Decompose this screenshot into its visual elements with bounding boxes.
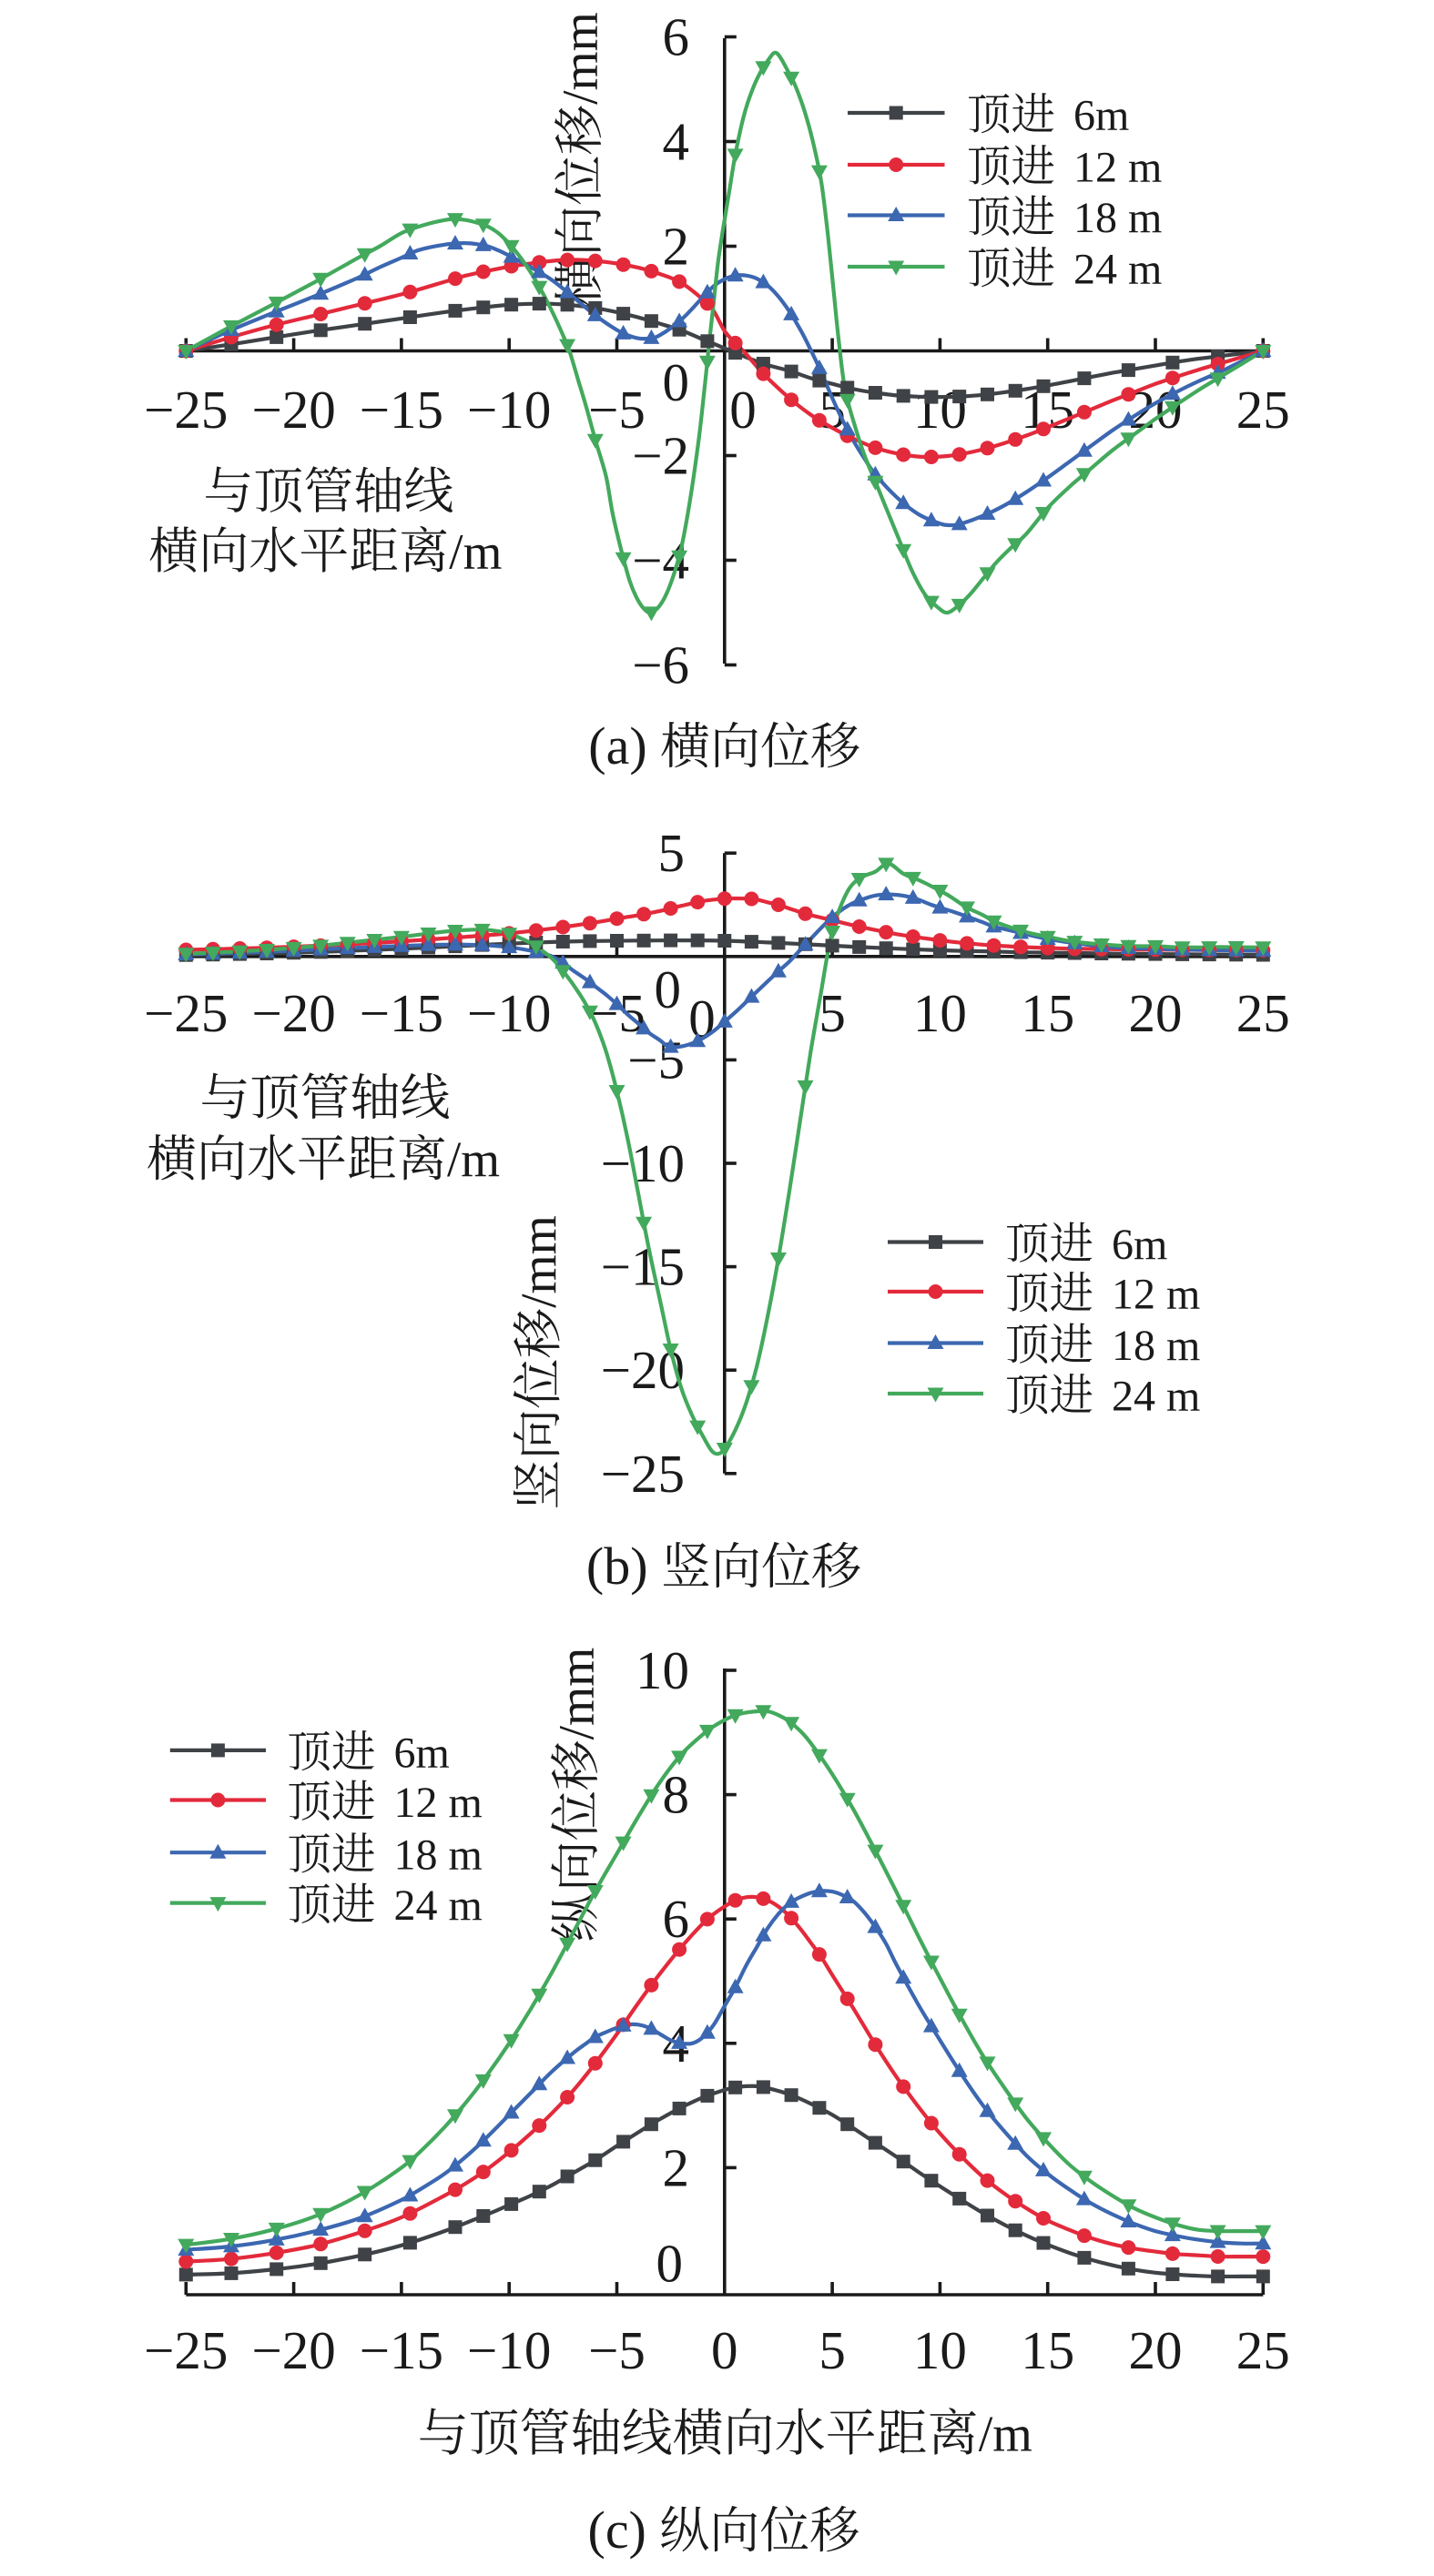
svg-text:18 m: 18 m xyxy=(1073,194,1162,242)
svg-text:0: 0 xyxy=(656,2234,684,2294)
svg-text:18 m: 18 m xyxy=(394,1831,483,1880)
svg-text:−5: −5 xyxy=(588,2320,646,2380)
svg-text:20: 20 xyxy=(1129,983,1183,1043)
svg-text:−10: −10 xyxy=(467,983,551,1043)
svg-text:5: 5 xyxy=(819,2320,846,2380)
svg-text:−25: −25 xyxy=(144,380,228,440)
svg-text:6m: 6m xyxy=(394,1729,450,1777)
svg-text:10: 10 xyxy=(913,2320,967,2380)
svg-text:−20: −20 xyxy=(251,2320,335,2380)
svg-text:25: 25 xyxy=(1236,2320,1290,2380)
svg-text:−15: −15 xyxy=(601,1237,685,1297)
svg-text:2: 2 xyxy=(663,2137,690,2197)
svg-text:5: 5 xyxy=(658,823,686,883)
svg-text:5: 5 xyxy=(819,983,846,1043)
svg-text:10: 10 xyxy=(913,983,967,1043)
svg-text:24 m: 24 m xyxy=(1073,245,1162,293)
svg-text:−25: −25 xyxy=(601,1444,685,1504)
svg-text:0: 0 xyxy=(729,380,757,440)
svg-text:−6: −6 xyxy=(632,635,689,695)
svg-text:12 m: 12 m xyxy=(1112,1270,1200,1318)
svg-text:(a): (a) xyxy=(588,716,646,776)
svg-text:−10: −10 xyxy=(601,1133,685,1193)
svg-text:−10: −10 xyxy=(467,380,551,440)
svg-text:−15: −15 xyxy=(360,380,443,440)
svg-text:15: 15 xyxy=(1021,983,1074,1043)
svg-text:/mm: /mm xyxy=(512,1215,567,1308)
svg-text:10: 10 xyxy=(636,1640,689,1700)
svg-text:−15: −15 xyxy=(360,983,443,1043)
svg-text:4: 4 xyxy=(663,112,690,172)
svg-text:(c): (c) xyxy=(588,2500,646,2560)
svg-text:6m: 6m xyxy=(1112,1221,1167,1269)
svg-text:/mm: /mm xyxy=(550,1648,605,1740)
svg-text:−25: −25 xyxy=(144,983,228,1043)
svg-text:25: 25 xyxy=(1236,983,1290,1043)
svg-text:0: 0 xyxy=(655,959,682,1019)
svg-text:12 m: 12 m xyxy=(1073,143,1162,191)
svg-text:−20: −20 xyxy=(251,983,335,1043)
svg-text:15: 15 xyxy=(1021,2320,1074,2380)
svg-text:/m: /m xyxy=(449,523,502,579)
svg-text:0: 0 xyxy=(663,352,690,412)
svg-text:(b): (b) xyxy=(586,1536,648,1596)
svg-text:18 m: 18 m xyxy=(1112,1322,1200,1370)
svg-text:/m: /m xyxy=(447,1131,500,1187)
svg-text:−2: −2 xyxy=(632,426,689,486)
svg-text:6: 6 xyxy=(663,7,690,67)
svg-text:2: 2 xyxy=(663,217,690,277)
svg-text:12 m: 12 m xyxy=(394,1779,483,1827)
svg-text:−15: −15 xyxy=(360,2320,443,2380)
svg-text:6m: 6m xyxy=(1073,91,1129,139)
svg-text:/mm: /mm xyxy=(554,12,609,105)
svg-text:24 m: 24 m xyxy=(394,1881,483,1930)
svg-text:−25: −25 xyxy=(144,2320,228,2380)
svg-text:−20: −20 xyxy=(251,380,335,440)
svg-text:25: 25 xyxy=(1236,380,1290,440)
svg-text:10: 10 xyxy=(913,380,967,440)
svg-text:6: 6 xyxy=(663,1889,690,1949)
svg-text:/m: /m xyxy=(979,2406,1032,2462)
svg-text:20: 20 xyxy=(1129,2320,1183,2380)
svg-text:−5: −5 xyxy=(588,380,646,440)
svg-text:−10: −10 xyxy=(467,2320,551,2380)
svg-text:0: 0 xyxy=(711,2320,738,2380)
svg-text:24 m: 24 m xyxy=(1112,1372,1200,1420)
